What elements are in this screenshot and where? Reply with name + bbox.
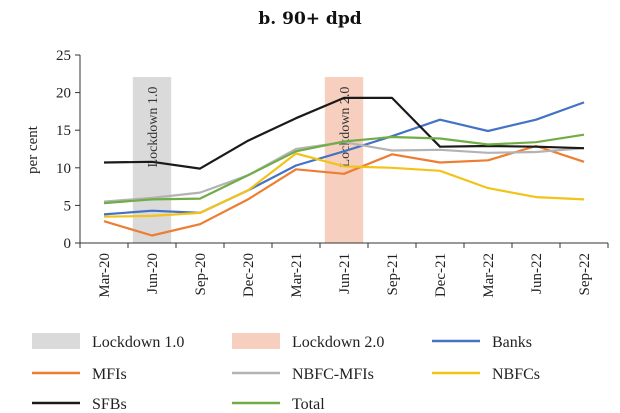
series-line-mfis bbox=[103, 144, 585, 237]
chart-title: b. 90+ dpd bbox=[258, 9, 361, 29]
legend: Lockdown 1.0 Lockdown 2.0 Banks MFIs NBFC-MF… bbox=[32, 333, 540, 413]
band-label-2: Lockdown 2.0 bbox=[338, 87, 353, 168]
legend-label: NBFC-MFIs bbox=[292, 366, 374, 383]
x-tick-label: Jun-20 bbox=[145, 253, 161, 294]
legend-swatch-band bbox=[232, 333, 280, 349]
x-tick-label: Jun-21 bbox=[337, 253, 353, 294]
series-lines bbox=[103, 96, 585, 237]
y-tick-label: 5 bbox=[64, 198, 72, 214]
legend-label: Lockdown 2.0 bbox=[292, 334, 384, 351]
legend-swatch-band bbox=[32, 333, 80, 349]
x-tick-label: Dec-21 bbox=[433, 253, 449, 297]
x-tick-label: Jun-22 bbox=[529, 253, 545, 294]
x-tick-label: Mar-21 bbox=[289, 253, 305, 298]
y-tick-label: 20 bbox=[56, 86, 71, 102]
legend-label: Total bbox=[292, 396, 325, 413]
y-axis-label: per cent bbox=[25, 125, 41, 174]
series-line-sfbs bbox=[103, 96, 585, 170]
x-tick-label: Sep-20 bbox=[193, 253, 209, 296]
y-tick-label: 25 bbox=[56, 48, 71, 64]
lockdown-bands: Lockdown 1.0 Lockdown 2.0 bbox=[132, 77, 364, 243]
x-tick-label: Sep-22 bbox=[577, 253, 593, 296]
legend-label: Lockdown 1.0 bbox=[92, 334, 184, 351]
y-tick-label: 15 bbox=[56, 123, 71, 139]
y-tick-label: 0 bbox=[64, 236, 72, 252]
y-tick-label: 10 bbox=[56, 161, 71, 177]
x-tick-label: Mar-20 bbox=[97, 253, 113, 298]
legend-label: MFIs bbox=[92, 366, 127, 383]
band-2 bbox=[324, 77, 364, 243]
series-line-banks bbox=[103, 101, 585, 216]
series-line-nbfcs bbox=[103, 152, 585, 218]
legend-label: Banks bbox=[492, 334, 532, 351]
legend-label: NBFCs bbox=[492, 366, 540, 383]
x-tick-label: Mar-22 bbox=[481, 253, 497, 298]
axes: 0 5 10 15 20 25 Mar-20 Jun-20 Sep-20 Dec-20 Mar-21… bbox=[56, 48, 609, 298]
legend-label: SFBs bbox=[92, 396, 127, 413]
x-tick-label: Sep-21 bbox=[385, 253, 401, 296]
x-tick-label: Dec-20 bbox=[241, 253, 257, 297]
series-line-total bbox=[103, 133, 585, 205]
band-label-1: Lockdown 1.0 bbox=[146, 87, 161, 168]
